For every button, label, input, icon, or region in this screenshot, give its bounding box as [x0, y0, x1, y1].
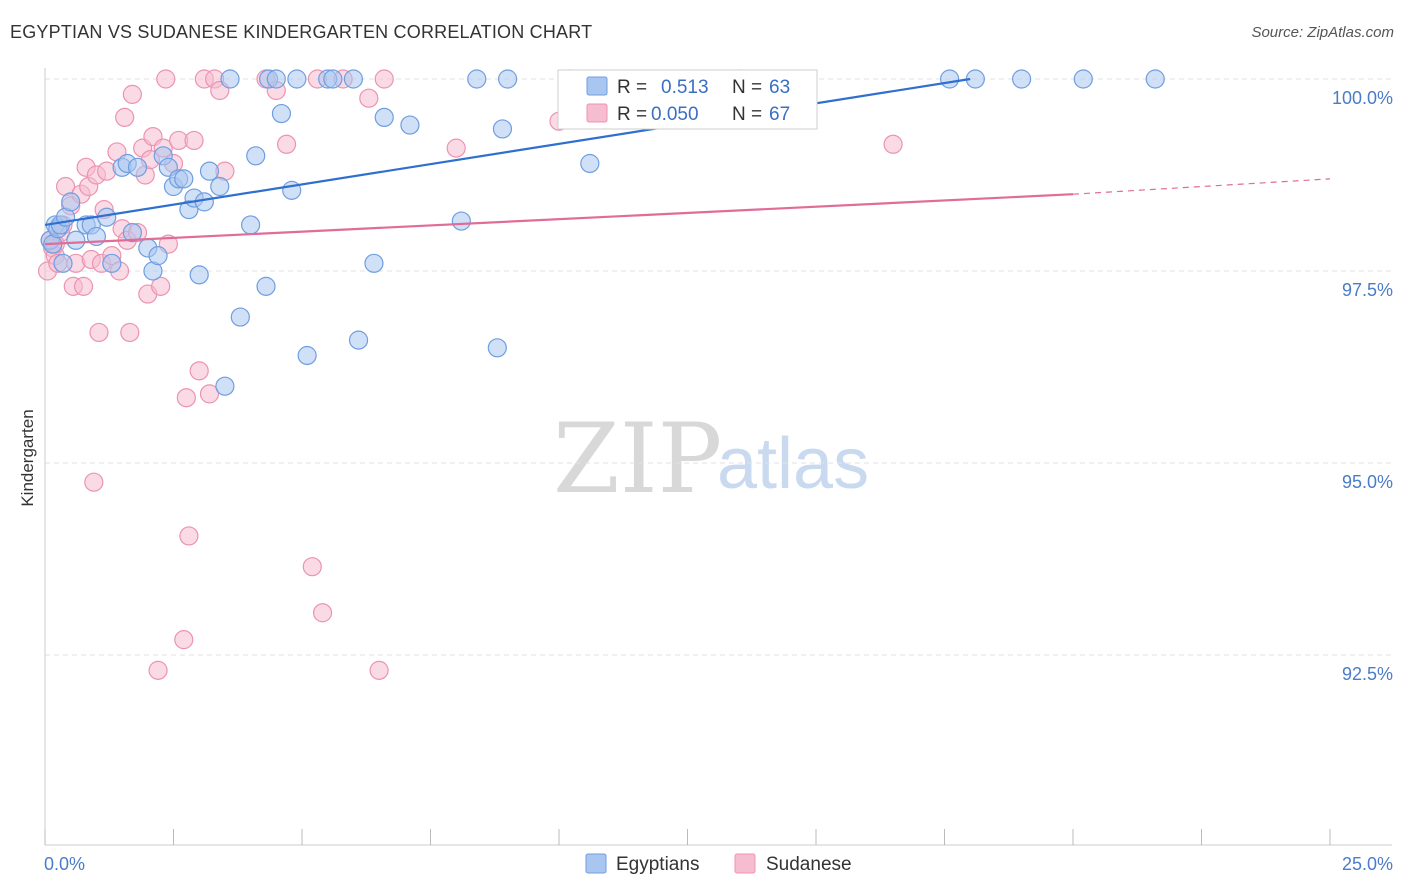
- y-tick-labels: 100.0% 97.5% 95.0% 92.5%: [1332, 88, 1393, 684]
- egyptians-point-34: [230, 307, 250, 327]
- sudanese-point-39: [156, 69, 176, 89]
- egyptians-point-8: [66, 230, 86, 250]
- egyptians-point-48: [364, 253, 384, 273]
- bottom-legend-egyptians-label: Egyptians: [616, 854, 699, 875]
- legend-egyptians-r-value: 0.513: [661, 77, 709, 98]
- legend-egyptians-r-label: R =: [617, 77, 647, 98]
- legend-egyptians-swatch: [586, 76, 608, 96]
- egyptians-point-17: [127, 157, 148, 177]
- egyptians-point-40: [271, 103, 292, 124]
- watermark-atlas: atlas: [717, 424, 869, 504]
- sudanese-trend-extension: [1072, 178, 1331, 195]
- y-axis-title: Kindergarten: [18, 409, 37, 506]
- egyptians-point-33: [220, 69, 240, 89]
- egyptians-point-51: [451, 211, 471, 231]
- y-tick-label-1: 97.5%: [1342, 280, 1393, 300]
- egyptians-point-32: [215, 376, 235, 396]
- egyptians-point-62: [1073, 69, 1093, 89]
- sudanese-point-47: [189, 361, 209, 381]
- sudanese-point-43: [174, 630, 194, 650]
- egyptians-point-49: [374, 107, 394, 128]
- egyptians-point-57: [580, 153, 600, 174]
- x-tick-label-1: 25.0%: [1342, 854, 1393, 874]
- egyptians-point-35: [241, 215, 261, 235]
- axes: [44, 68, 1392, 846]
- grid-lines: [45, 78, 1392, 656]
- egyptians-point-59: [940, 69, 960, 89]
- egyptians-point-43: [297, 345, 317, 366]
- sudanese-point-55: [276, 134, 297, 154]
- x-tick-label-0: 0.0%: [44, 854, 85, 874]
- bottom-legend: Egyptians Sudanese: [585, 853, 852, 875]
- legend-egyptians-n-label: N =: [732, 77, 762, 98]
- sudanese-point-26: [115, 107, 135, 128]
- egyptians-point-52: [467, 69, 487, 89]
- sudanese-point-29: [122, 84, 142, 104]
- egyptians-point-36: [246, 146, 266, 166]
- egyptians-point-46: [343, 69, 363, 89]
- y-tick-label-2: 95.0%: [1342, 472, 1393, 492]
- sudanese-point-62: [374, 69, 394, 89]
- sudanese-point-18: [89, 322, 109, 343]
- chart-title: EGYPTIAN VS SUDANESE KINDERGARTEN CORREL…: [10, 22, 593, 42]
- sudanese-point-45: [179, 526, 199, 546]
- egyptians-point-31: [210, 176, 230, 197]
- egyptians-point-55: [498, 69, 518, 89]
- egyptians-point-5: [53, 253, 73, 273]
- egyptians-point-47: [348, 330, 369, 350]
- bottom-legend-sudanese-label: Sudanese: [766, 854, 852, 875]
- x-tick-labels: 0.0% 25.0%: [44, 854, 1393, 874]
- egyptians-point-30: [199, 161, 220, 181]
- egyptians-trend-line: [44, 77, 971, 227]
- egyptians-point-13: [102, 253, 122, 273]
- sudanese-point-49: [199, 384, 220, 404]
- legend-sudanese-r-value: 0.050: [651, 104, 699, 125]
- legend-sudanese-swatch: [586, 103, 608, 123]
- sudanese-point-36: [148, 660, 168, 680]
- egyptians-point-39: [266, 69, 286, 89]
- egyptians-point-16: [122, 223, 142, 243]
- y-tick-label-0: 100.0%: [1332, 88, 1393, 108]
- egyptians-point-20: [148, 246, 168, 266]
- source-label: Source: ZipAtlas.com: [1251, 24, 1394, 41]
- legend: R = 0.513 N = 63 R = 0.050 N = 67: [557, 69, 818, 130]
- sudanese-point-56: [302, 557, 322, 577]
- egyptians-point-53: [487, 338, 507, 358]
- sudanese-point-16: [84, 472, 104, 492]
- egyptians-point-7: [61, 192, 81, 212]
- egyptians-point-50: [400, 115, 420, 135]
- bottom-legend-egyptians-swatch: [585, 853, 607, 874]
- egyptians-point-45: [323, 69, 343, 89]
- egyptians-point-61: [1011, 69, 1032, 89]
- sudanese-point-46: [184, 130, 204, 151]
- egyptians-point-54: [492, 119, 513, 139]
- sudanese-point-28: [120, 322, 140, 343]
- sudanese-point-63: [446, 138, 466, 158]
- egyptians-point-28: [189, 265, 209, 285]
- bottom-legend-sudanese-swatch: [734, 853, 756, 874]
- egyptians-point-42: [287, 69, 307, 89]
- legend-sudanese-r-label: R =: [617, 104, 647, 125]
- y-tick-label-3: 92.5%: [1342, 664, 1393, 684]
- sudanese-point-44: [176, 388, 196, 408]
- sudanese-point-58: [312, 603, 333, 623]
- sudanese-point-61: [369, 660, 389, 680]
- egyptians-point-25: [174, 169, 194, 189]
- sudanese-trend-line: [44, 193, 1074, 246]
- sudanese-point-37: [151, 276, 171, 296]
- sudanese-point-60: [359, 88, 379, 108]
- egyptians-point-37: [256, 276, 276, 296]
- watermark-zip: ZIP: [553, 403, 722, 515]
- egyptians-point-63: [1145, 69, 1165, 89]
- sudanese-point-65: [883, 134, 903, 154]
- legend-sudanese-n-label: N =: [732, 104, 762, 125]
- legend-sudanese-n-value: 67: [769, 104, 790, 125]
- sudanese-point-12: [73, 276, 94, 296]
- legend-egyptians-n-value: 63: [769, 77, 790, 98]
